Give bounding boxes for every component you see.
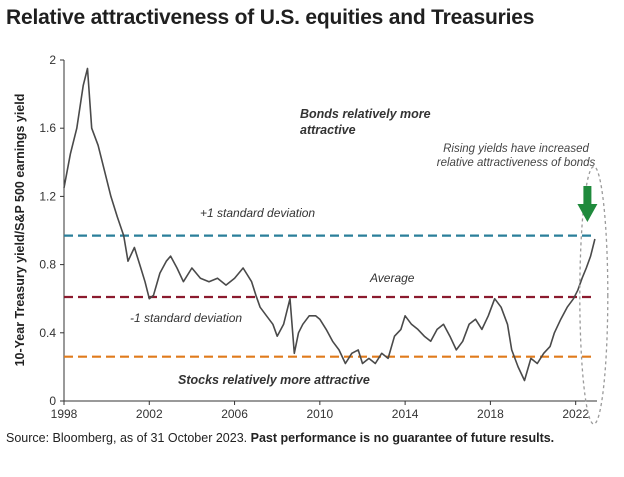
annotation-bonds-line1: Bonds relatively more (300, 107, 431, 121)
y-tick-label: 1.6 (39, 121, 56, 135)
y-tick-label: 1.2 (39, 189, 56, 203)
annotation-note-line1: Rising yields have increased (443, 143, 589, 155)
y-axis-label: 10-Year Treasury yield/S&P 500 earnings … (13, 94, 27, 367)
y-tick-label: 0.4 (39, 326, 56, 340)
y-tick-label: 2 (49, 53, 56, 67)
x-tick-label: 2006 (221, 407, 248, 421)
source-disclaimer: Past performance is no guarantee of futu… (250, 431, 555, 445)
label-minus-sd: -1 standard deviation (130, 311, 242, 325)
plot-area: 0 0.4 0.8 1.2 1.6 2 1998 2002 2006 2010 2014 2018 20… (39, 53, 609, 425)
highlight-ellipse (579, 165, 609, 425)
x-tick-label: 2010 (306, 407, 333, 421)
x-tick-label: 1998 (51, 407, 78, 421)
label-plus-sd: +1 standard deviation (200, 206, 315, 220)
x-tick-label: 2002 (136, 407, 163, 421)
series-line (63, 67, 596, 382)
x-tick-label: 2014 (392, 407, 419, 421)
source-note: Source: Bloomberg, as of 31 October 2023… (6, 430, 616, 447)
chart-title: Relative attractiveness of U.S. equities… (6, 6, 535, 29)
x-tick-label: 2018 (477, 407, 504, 421)
label-average: Average (369, 271, 415, 285)
annotation-stocks: Stocks relatively more attractive (178, 373, 370, 387)
x-tick-label: 2022 (562, 407, 589, 421)
y-tick-label: 0 (49, 394, 56, 408)
y-tick-label: 0.8 (39, 258, 56, 272)
source-text: Source: Bloomberg, as of 31 October 2023… (6, 431, 248, 445)
down-arrow-icon (577, 186, 598, 222)
annotation-bonds-line2: attractive (300, 123, 356, 137)
chart: 0 0.4 0.8 1.2 1.6 2 1998 2002 2006 2010 2014 2018 20… (13, 53, 609, 425)
annotation-note-line2: relative attractiveness of bonds (437, 157, 596, 169)
